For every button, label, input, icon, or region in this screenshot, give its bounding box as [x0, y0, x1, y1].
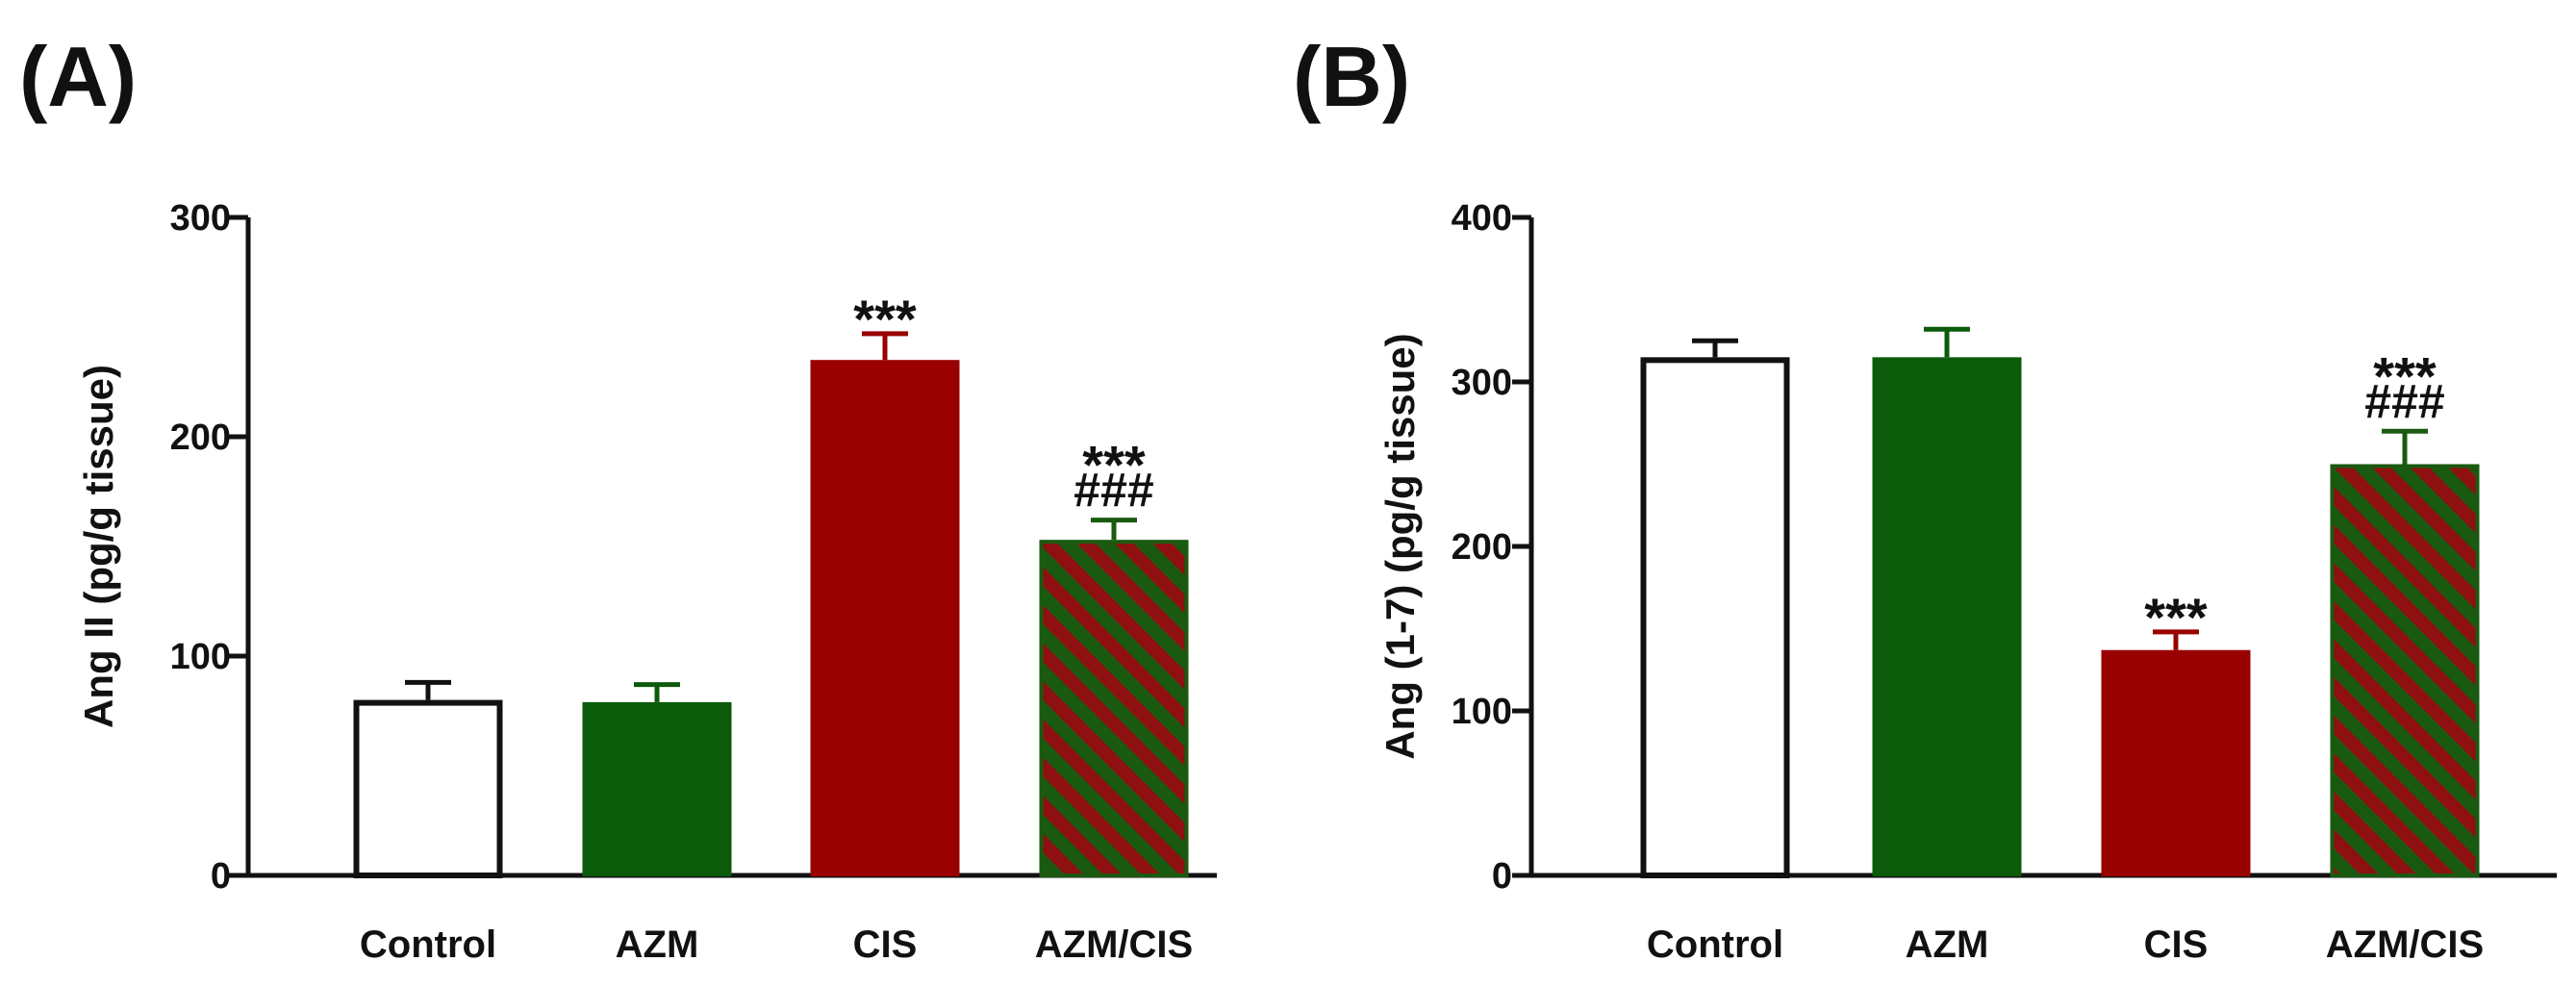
panel-a-bar-cis: [810, 360, 960, 876]
panel-a-category-label: AZM: [616, 924, 699, 966]
panel-a-significance-hash-azm-cis: ###: [1073, 464, 1153, 518]
panel-b-y-tick-label: 300: [1452, 363, 1512, 403]
panel-b-significance-star-cis: ***: [2144, 587, 2208, 647]
panel-b-bar-azm-cis: [2330, 464, 2480, 877]
panel-a-significance-star-cis: ***: [853, 289, 917, 349]
panel-b-bar-control: [1640, 357, 1790, 879]
panel-b-y-tick-label: 400: [1452, 198, 1512, 239]
panel-a-y-tick-label: 100: [170, 637, 231, 677]
panel-a-bar-azm-cis: [1039, 540, 1189, 877]
panel-a-bar-control: [353, 699, 503, 878]
panel-b-y-tick-label: 100: [1452, 692, 1512, 732]
panel-b-y-tick-label: 0: [1492, 856, 1512, 897]
panel-a-y-tick-label: 0: [211, 856, 231, 897]
panel-b-category-label: Control: [1647, 924, 1783, 966]
panel-a-category-label: Control: [360, 924, 496, 966]
panel-b-bar-azm: [1872, 357, 2022, 877]
panel-b-category-label: AZM/CIS: [2326, 924, 2484, 966]
panel-b-significance-hash-azm-cis: ###: [2364, 374, 2444, 428]
panel-b-ylabel: Ang (1-7) (pg/g tissue): [1377, 333, 1423, 759]
panel-b-label: (B): [1293, 29, 1410, 124]
panel-b-bar-cis: [2101, 649, 2251, 876]
panel-a-label: (A): [19, 29, 137, 124]
panel-b-significance-star-azm-cis: ***: [2373, 345, 2437, 406]
panel-a-ylabel: Ang II (pg/g tissue): [76, 365, 121, 728]
panel-a-category-label: CIS: [853, 924, 918, 966]
panel-a-category-label: AZM/CIS: [1035, 924, 1193, 966]
panel-a-y-tick-label: 200: [170, 418, 231, 458]
panel-a-y-tick-label: 300: [170, 198, 231, 239]
panel-a-bar-azm: [582, 701, 732, 876]
panel-b-category-label: CIS: [2144, 924, 2209, 966]
panel-b-chart: (B) Ang (1-7) (pg/g tissue) 0 100 200 300 400 C…: [1293, 29, 2557, 966]
panel-b-category-label: AZM: [1906, 924, 1989, 966]
panel-a-chart: (A) Ang II (pg/g tissue) 0 100 200 300 Control…: [19, 29, 1217, 966]
panel-b-y-tick-label: 200: [1452, 527, 1512, 568]
panel-a-significance-star-azm-cis: ***: [1082, 435, 1146, 495]
